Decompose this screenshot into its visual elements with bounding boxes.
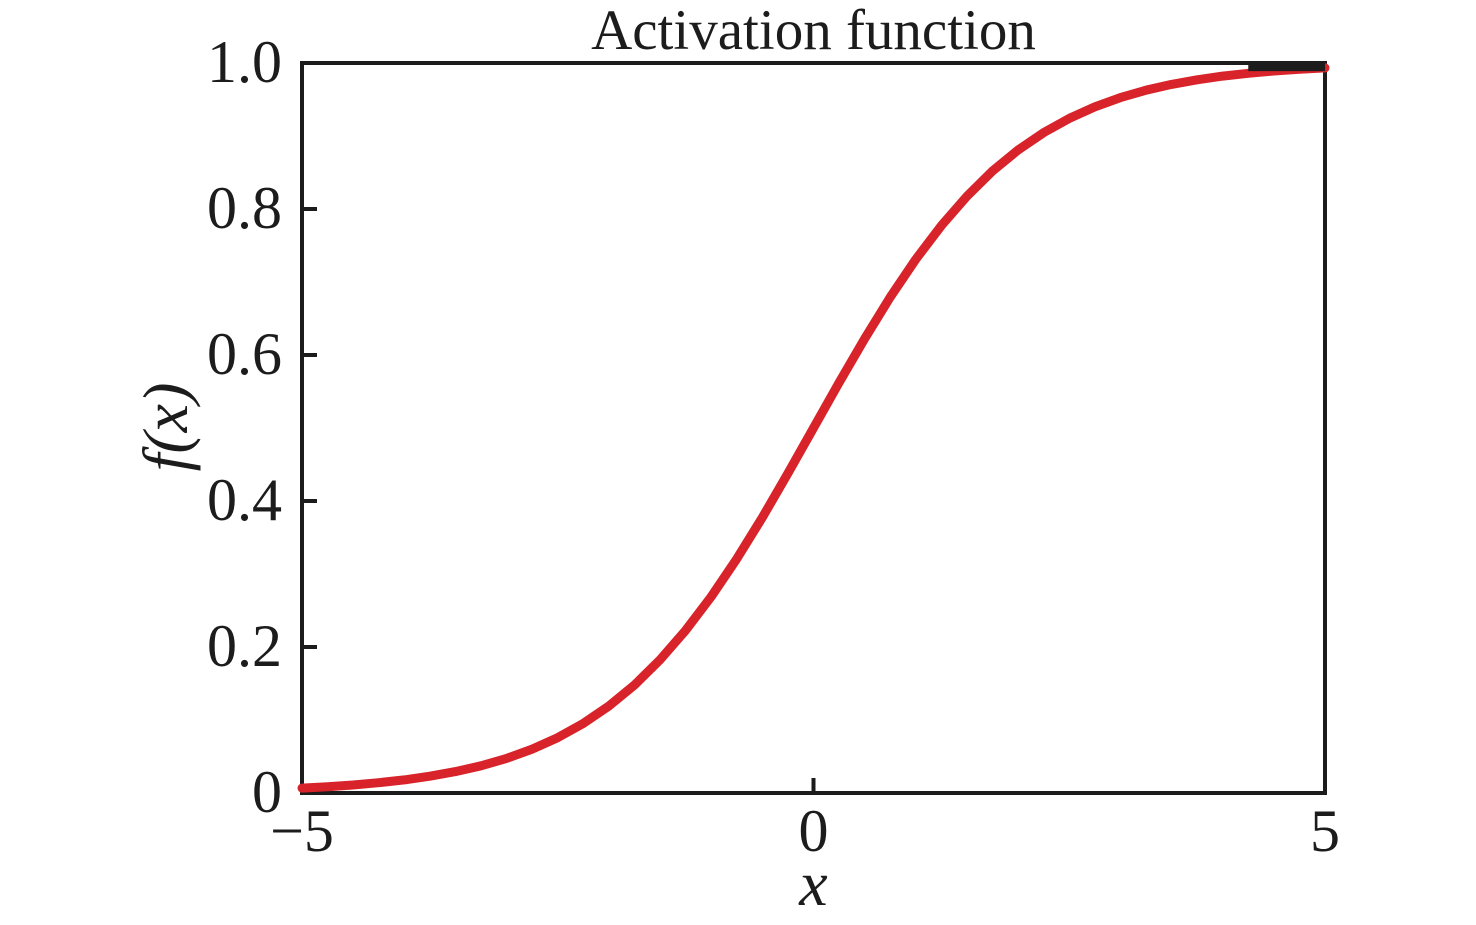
chart-title: Activation function [591,0,1036,62]
y-tick-label: 1.0 [207,29,282,95]
y-tick-label: 0.8 [207,175,282,241]
x-tick-label: 5 [1310,798,1340,864]
x-tick-label: −5 [270,798,334,864]
x-axis-label: x [799,848,828,919]
y-axis-label: f(x) [130,382,201,472]
y-tick-label: 0.2 [207,613,282,679]
activation-curve [297,63,1330,793]
x-tick-label: 0 [798,798,829,864]
y-tick-label: 0.4 [207,467,282,533]
y-tick-label: 0 [252,759,282,825]
y-tick-label: 0.6 [207,321,282,387]
